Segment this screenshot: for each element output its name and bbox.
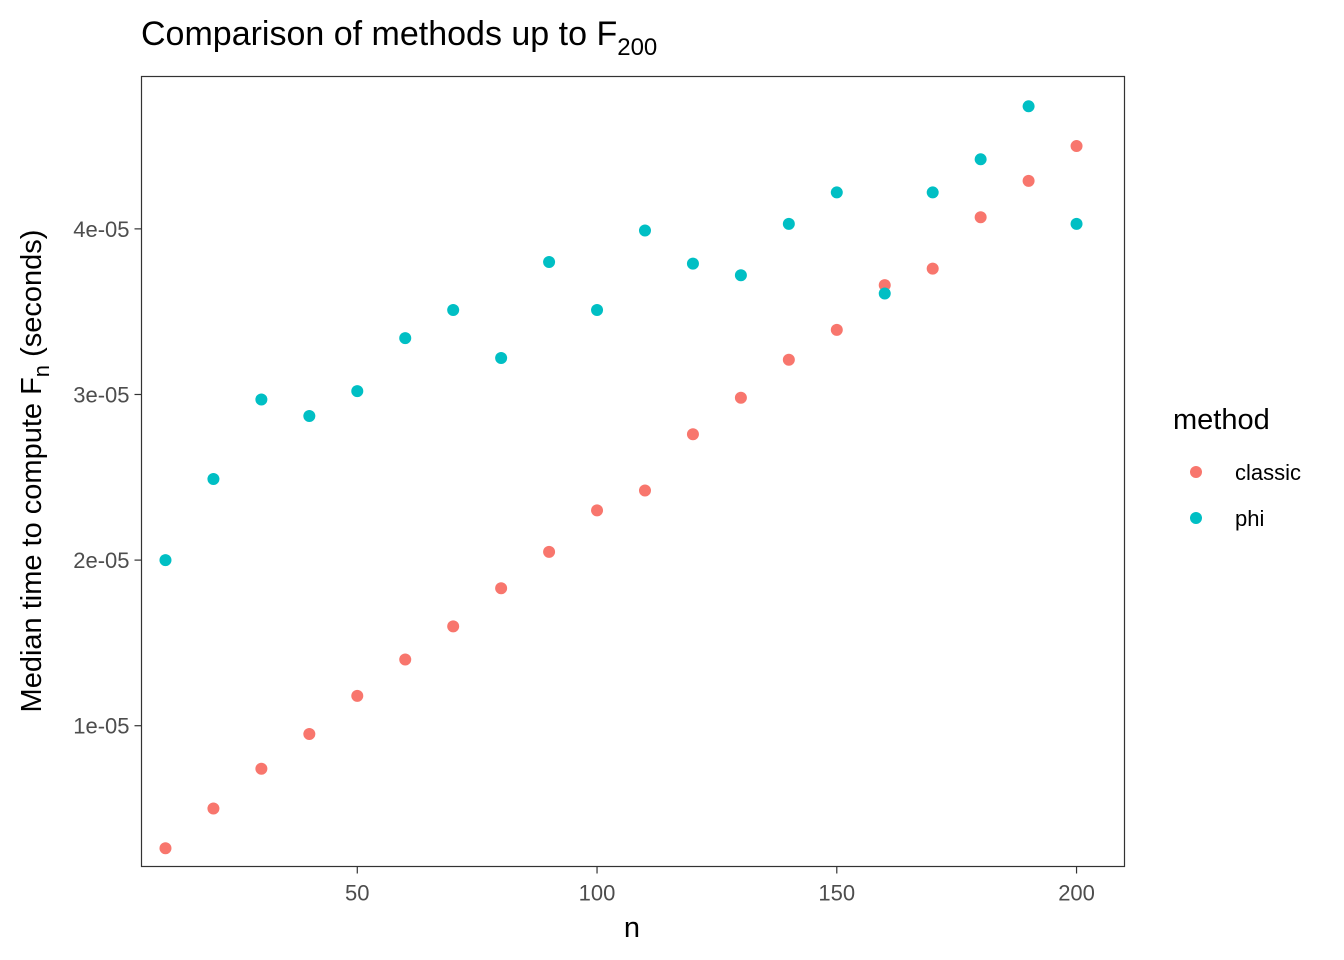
x-tick-label: 150 bbox=[818, 881, 855, 906]
x-axis: 50 100 150 200 bbox=[345, 866, 1095, 906]
y-axis: 1e-05 2e-05 3e-05 4e-05 bbox=[73, 217, 142, 739]
x-axis-title: n bbox=[624, 912, 640, 944]
point-classic bbox=[830, 323, 843, 336]
chart-title-main: Comparison of methods up to F bbox=[141, 15, 617, 53]
point-phi bbox=[255, 393, 268, 406]
point-phi bbox=[686, 257, 699, 270]
legend-key-classic bbox=[1190, 466, 1202, 478]
point-classic bbox=[159, 842, 172, 855]
point-classic bbox=[399, 653, 412, 666]
point-phi bbox=[1070, 217, 1083, 230]
legend-key-phi bbox=[1190, 512, 1202, 524]
point-phi bbox=[447, 304, 460, 317]
point-classic bbox=[638, 484, 651, 497]
point-classic bbox=[782, 353, 795, 366]
point-phi bbox=[399, 332, 412, 345]
point-classic bbox=[303, 728, 316, 741]
y-axis-title-main: Median time to compute F bbox=[16, 377, 48, 712]
x-tick-label: 200 bbox=[1058, 881, 1095, 906]
y-axis-title-subscript: n bbox=[29, 365, 54, 377]
y-tick-label: 1e-05 bbox=[73, 714, 129, 739]
point-phi bbox=[495, 352, 508, 365]
point-phi bbox=[207, 472, 220, 485]
point-phi bbox=[543, 255, 556, 268]
point-classic bbox=[926, 262, 939, 275]
point-phi bbox=[351, 385, 364, 398]
data-points bbox=[159, 100, 1083, 855]
point-classic bbox=[447, 620, 460, 633]
y-tick-label: 2e-05 bbox=[73, 548, 129, 573]
point-classic bbox=[1022, 174, 1035, 187]
point-classic bbox=[543, 545, 556, 558]
legend-items: classic phi bbox=[1190, 460, 1301, 531]
point-phi bbox=[591, 304, 604, 317]
point-phi bbox=[974, 153, 987, 166]
point-phi bbox=[638, 224, 651, 237]
chart-title-subscript: 200 bbox=[617, 34, 657, 61]
point-classic bbox=[734, 391, 747, 404]
point-phi bbox=[734, 269, 747, 282]
plot-panel bbox=[140, 75, 1126, 868]
point-classic bbox=[1070, 140, 1083, 153]
point-phi bbox=[878, 287, 891, 300]
point-classic bbox=[878, 279, 891, 292]
legend-label-classic: classic bbox=[1235, 460, 1301, 485]
y-tick-label: 4e-05 bbox=[73, 217, 129, 242]
point-phi bbox=[926, 186, 939, 199]
point-classic bbox=[686, 428, 699, 441]
point-classic bbox=[255, 762, 268, 775]
y-axis-title: Median time to compute Fn (seconds) bbox=[16, 230, 54, 713]
x-tick-label: 100 bbox=[579, 881, 616, 906]
y-tick-label: 3e-05 bbox=[73, 382, 129, 407]
point-phi bbox=[782, 217, 795, 230]
point-phi bbox=[303, 410, 316, 423]
point-phi bbox=[830, 186, 843, 199]
point-phi bbox=[159, 554, 172, 567]
point-classic bbox=[351, 689, 364, 702]
point-classic bbox=[591, 504, 604, 517]
legend-label-phi: phi bbox=[1235, 506, 1264, 531]
legend: method classic phi bbox=[1173, 404, 1301, 531]
point-classic bbox=[207, 802, 220, 815]
point-classic bbox=[495, 582, 508, 595]
point-phi bbox=[1022, 100, 1035, 113]
x-tick-label: 50 bbox=[345, 881, 369, 906]
legend-title: method bbox=[1173, 404, 1270, 436]
y-axis-title-suffix: (seconds) bbox=[16, 230, 48, 365]
chart-title: Comparison of methods up to F200 bbox=[141, 15, 657, 61]
point-classic bbox=[974, 211, 987, 224]
